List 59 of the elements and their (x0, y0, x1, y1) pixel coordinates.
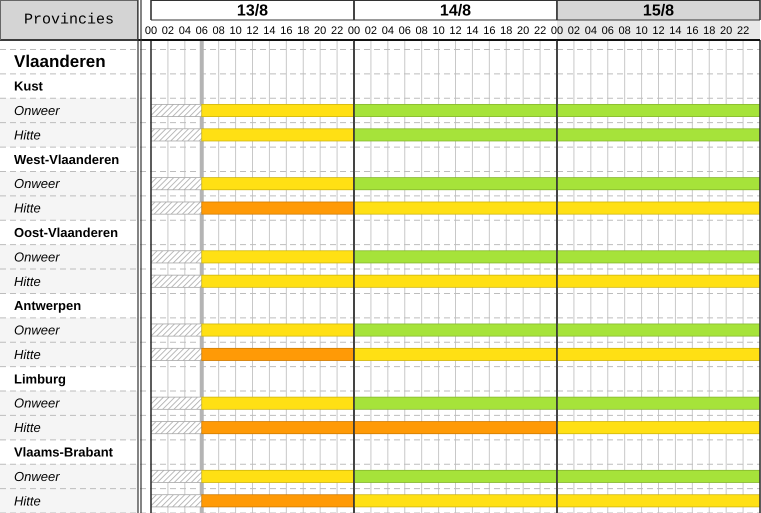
y-tick-label: Onweer (14, 249, 60, 264)
x-tick-label: 12 (652, 25, 665, 37)
x-tick-label: 16 (686, 25, 698, 37)
x-tick-label: 02 (364, 25, 378, 37)
y-tick-label: Hitte (14, 127, 41, 142)
x-tick-label: 16 (483, 25, 496, 37)
x-tick-label: 00 (144, 25, 158, 37)
x-tick-label: 22 (330, 25, 344, 37)
y-tick-label: Onweer (14, 396, 60, 411)
x-tick-label: 12 (246, 25, 259, 37)
x-tick-label: 14 (263, 25, 276, 37)
y-tick-label: Limburg (14, 371, 66, 386)
x-tick-label: 06 (398, 25, 411, 37)
y-tick-label: Hitte (14, 200, 41, 216)
x-tick-label: 20 (314, 25, 326, 37)
x-tick-label: 00 (348, 25, 360, 37)
x-tick-label: 14 (669, 25, 682, 37)
x-tick-label: 22 (534, 25, 546, 37)
x-tick-label: 04 (584, 25, 597, 37)
y-axis-title: Provincies (24, 12, 114, 28)
x-tick-label: 00 (550, 25, 564, 37)
y-tick-label: Onweer (14, 322, 60, 338)
x-tick-label: 20 (720, 25, 732, 37)
x-tick-label: 02 (162, 25, 174, 37)
x-tick-label: 06 (602, 25, 614, 37)
y-tick-label: Hitte (14, 493, 41, 508)
x-tick-label: 06 (196, 25, 208, 37)
x-tick-label: 14 (466, 25, 479, 37)
chart-title: 14/8 (440, 2, 472, 20)
y-tick-label: Onweer (14, 468, 60, 484)
x-tick-label: 04 (178, 25, 191, 37)
y-tick-label: Onweer (14, 102, 60, 118)
y-tick-label: Kust (14, 78, 44, 94)
chart-title: 15/8 (642, 2, 674, 20)
x-tick-label: 08 (416, 25, 428, 37)
y-tick-label: Onweer (14, 176, 60, 192)
x-tick-label: 12 (449, 25, 462, 37)
x-tick-label: 10 (635, 25, 648, 37)
y-tick-label: Oost-Vlaanderen (14, 224, 118, 240)
x-tick-label: 20 (517, 25, 530, 37)
x-tick-label: 10 (229, 25, 242, 37)
x-tick-label: 16 (280, 25, 292, 37)
x-tick-label: 18 (500, 25, 512, 37)
chart-title: 13/8 (236, 2, 268, 20)
x-tick-label: 22 (736, 25, 750, 37)
y-tick-label: Hitte (14, 346, 41, 362)
y-tick-label: Vlaams-Brabant (14, 444, 114, 460)
x-tick-label: 08 (618, 25, 631, 37)
x-tick-label: 10 (432, 25, 445, 37)
y-tick-label: Vlaanderen (14, 52, 106, 72)
x-tick-label: 18 (297, 25, 310, 37)
y-tick-label: Hitte (14, 274, 41, 289)
y-tick-label: Antwerpen (14, 298, 82, 314)
x-tick-label: 04 (382, 25, 394, 37)
y-tick-label: Hitte (14, 420, 41, 436)
y-tick-label: West-Vlaanderen (14, 152, 120, 167)
x-tick-label: 08 (212, 25, 225, 37)
x-tick-label: 18 (703, 25, 716, 37)
x-tick-label: 02 (568, 25, 580, 37)
